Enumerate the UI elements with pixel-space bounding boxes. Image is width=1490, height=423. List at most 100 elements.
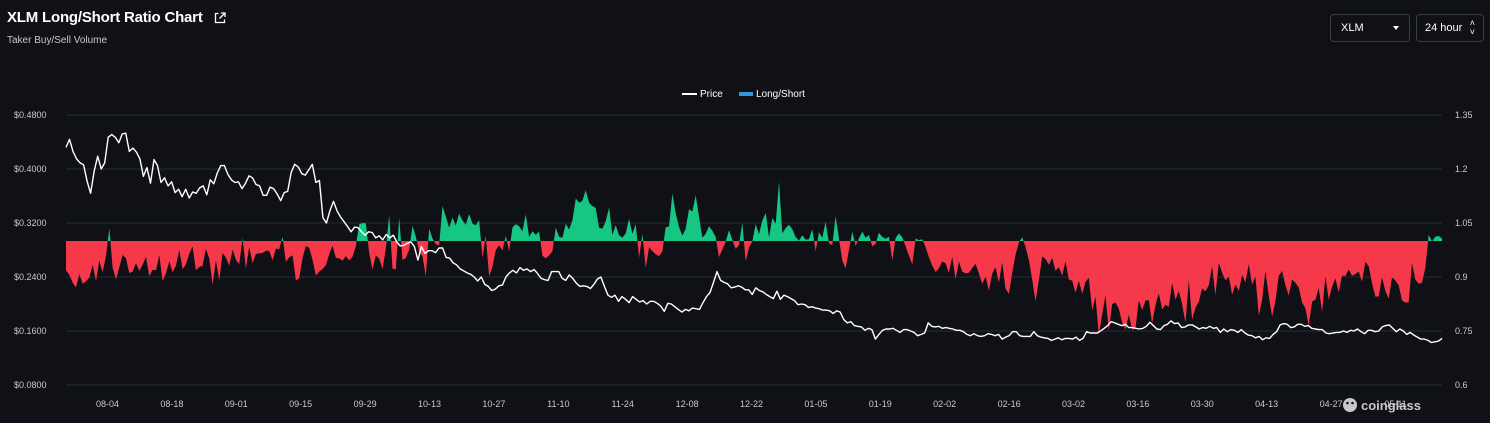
long-area xyxy=(850,231,855,241)
long-area xyxy=(386,215,391,241)
grid-lines xyxy=(66,114,1442,386)
long-area xyxy=(397,217,401,241)
long-area xyxy=(876,232,890,241)
x-tick-label: 03-02 xyxy=(1062,399,1085,409)
short-area xyxy=(643,241,664,268)
short-area xyxy=(481,241,485,258)
long-area xyxy=(107,228,111,241)
price-line xyxy=(65,132,1443,344)
x-axis: 08-04 08-18 09-01 09-15 09-29 10-13 10-27 11-10… xyxy=(96,399,1407,409)
short-area xyxy=(870,241,877,247)
long-area xyxy=(663,193,717,241)
y-right-tick-label: 0.9 xyxy=(1455,272,1468,282)
timeframe-select-value: 24 hour xyxy=(1425,22,1463,34)
long-area xyxy=(281,236,284,241)
page-title: XLM Long/Short Ratio Chart xyxy=(7,9,203,26)
y-right-tick-label: 1.05 xyxy=(1455,218,1473,228)
long-area xyxy=(1019,237,1024,241)
y-right-tick-label: 1.35 xyxy=(1455,110,1473,120)
arrow-down: ˅ xyxy=(1469,27,1475,37)
short-area xyxy=(828,241,833,245)
coinglass-logo-icon xyxy=(1343,398,1357,412)
y-left-tick-label: $0.3200 xyxy=(14,218,47,228)
x-tick-label: 05-11 xyxy=(1384,399,1406,409)
short-area xyxy=(66,241,108,288)
x-tick-label: 01-05 xyxy=(804,399,827,409)
watermark-text: coinglass xyxy=(1361,398,1421,413)
page-subtitle: Taker Buy/Sell Volume xyxy=(7,35,108,46)
long-area xyxy=(1432,236,1442,241)
y-axis-right: 1.35 1.2 1.05 0.9 0.75 0.6 xyxy=(1455,110,1473,390)
long-area xyxy=(439,206,481,241)
short-area xyxy=(814,241,818,252)
timeframe-select[interactable]: 24 hour ˄ ˅ xyxy=(1416,14,1484,42)
short-area xyxy=(416,241,429,277)
x-tick-label: 04-13 xyxy=(1255,399,1278,409)
long-short-areas xyxy=(66,181,1442,335)
long-area xyxy=(428,228,434,241)
external-link-icon[interactable] xyxy=(213,11,227,25)
x-tick-label: 09-15 xyxy=(289,399,312,409)
long-area xyxy=(817,221,829,241)
x-tick-label: 08-04 xyxy=(96,399,119,409)
short-area xyxy=(540,241,554,259)
x-tick-label: 11-10 xyxy=(547,399,569,409)
short-area xyxy=(732,241,740,249)
coin-select[interactable]: XLM xyxy=(1330,14,1410,42)
y-right-tick-label: 0.75 xyxy=(1455,326,1473,336)
x-tick-label: 03-16 xyxy=(1126,399,1149,409)
long-area xyxy=(739,222,744,241)
long-area xyxy=(242,237,243,241)
arrow-up: ˄ xyxy=(1469,18,1475,28)
long-area xyxy=(915,238,923,241)
up-down-arrows-icon: ˄ ˅ xyxy=(1470,19,1475,37)
long-area xyxy=(504,236,507,241)
title-row: XLM Long/Short Ratio Chart xyxy=(7,9,227,26)
short-area xyxy=(889,241,896,261)
x-tick-label: 04-27 xyxy=(1320,399,1343,409)
long-area xyxy=(410,225,417,241)
long-area xyxy=(485,236,487,241)
short-area xyxy=(716,241,726,258)
short-area xyxy=(1023,241,1429,335)
legend-price-label: Price xyxy=(700,89,723,100)
short-area xyxy=(433,241,440,246)
legend-long-short-swatch xyxy=(739,92,753,96)
price-line-group xyxy=(65,132,1443,344)
short-area xyxy=(637,241,642,258)
x-tick-label: 09-01 xyxy=(225,399,248,409)
x-tick-label: 12-08 xyxy=(676,399,699,409)
long-area xyxy=(510,214,541,241)
x-tick-label: 02-16 xyxy=(998,399,1021,409)
short-area xyxy=(283,241,357,281)
legend-item-long-short[interactable]: Long/Short xyxy=(739,89,805,100)
x-tick-label: 10-27 xyxy=(482,399,505,409)
long-area xyxy=(1428,234,1432,241)
y-right-tick-label: 0.6 xyxy=(1455,380,1468,390)
x-tick-label: 03-30 xyxy=(1191,399,1214,409)
y-left-tick-label: $0.1600 xyxy=(14,326,47,336)
long-area xyxy=(857,231,871,241)
legend: Price Long/Short xyxy=(682,89,805,100)
y-left-tick-label: $0.2400 xyxy=(14,272,47,282)
y-axis-left: $0.4800 $0.4000 $0.3200 $0.2400 $0.1600 $0.08… xyxy=(14,110,47,390)
short-area xyxy=(743,241,753,262)
long-area xyxy=(553,190,638,241)
y-right-tick-label: 1.2 xyxy=(1455,164,1468,174)
y-left-tick-label: $0.0800 xyxy=(14,380,47,390)
long-area xyxy=(752,181,815,241)
x-tick-label: 08-18 xyxy=(160,399,183,409)
legend-long-short-label: Long/Short xyxy=(756,89,805,100)
x-tick-label: 11-24 xyxy=(612,399,634,409)
short-area xyxy=(854,241,858,246)
short-area xyxy=(367,241,387,270)
short-area xyxy=(486,241,505,277)
legend-item-price[interactable]: Price xyxy=(682,89,723,100)
x-tick-label: 01-19 xyxy=(869,399,892,409)
x-tick-label: 12-22 xyxy=(740,399,763,409)
chevron-down-icon xyxy=(1393,26,1399,30)
coin-select-value: XLM xyxy=(1341,22,1364,34)
short-area xyxy=(923,241,1020,294)
long-area xyxy=(641,233,644,241)
